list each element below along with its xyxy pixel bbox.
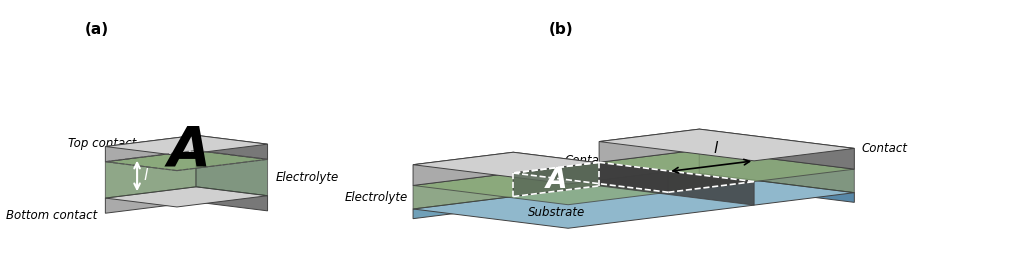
Polygon shape xyxy=(699,150,854,193)
Text: Electrolyte: Electrolyte xyxy=(345,191,408,204)
Polygon shape xyxy=(413,150,699,209)
Text: Bottom contact: Bottom contact xyxy=(6,209,97,222)
Polygon shape xyxy=(196,135,268,159)
Polygon shape xyxy=(413,150,854,205)
Text: Electrolyte: Electrolyte xyxy=(275,171,338,184)
Polygon shape xyxy=(105,135,268,156)
Polygon shape xyxy=(413,152,668,184)
Text: $l$: $l$ xyxy=(143,167,149,183)
Text: (b): (b) xyxy=(549,22,573,37)
Polygon shape xyxy=(105,135,196,162)
Polygon shape xyxy=(699,129,854,169)
Polygon shape xyxy=(513,162,754,192)
Text: A: A xyxy=(546,166,567,193)
Polygon shape xyxy=(699,173,854,202)
Polygon shape xyxy=(513,162,599,197)
Polygon shape xyxy=(413,152,513,186)
Text: Contact: Contact xyxy=(862,142,908,155)
Text: Contact: Contact xyxy=(564,154,610,167)
Text: Top contact: Top contact xyxy=(68,137,136,150)
Polygon shape xyxy=(599,129,854,161)
Polygon shape xyxy=(513,152,668,192)
Polygon shape xyxy=(105,151,268,171)
Polygon shape xyxy=(105,151,196,198)
Polygon shape xyxy=(105,187,196,213)
Text: Substrate: Substrate xyxy=(527,206,585,219)
Polygon shape xyxy=(413,173,854,228)
Polygon shape xyxy=(196,187,268,211)
Polygon shape xyxy=(413,173,699,219)
Text: (a): (a) xyxy=(85,22,108,37)
Text: A: A xyxy=(168,123,211,177)
Polygon shape xyxy=(599,162,754,205)
Polygon shape xyxy=(196,151,268,196)
Text: $l$: $l$ xyxy=(713,140,719,156)
Polygon shape xyxy=(105,187,268,207)
Polygon shape xyxy=(599,129,699,162)
